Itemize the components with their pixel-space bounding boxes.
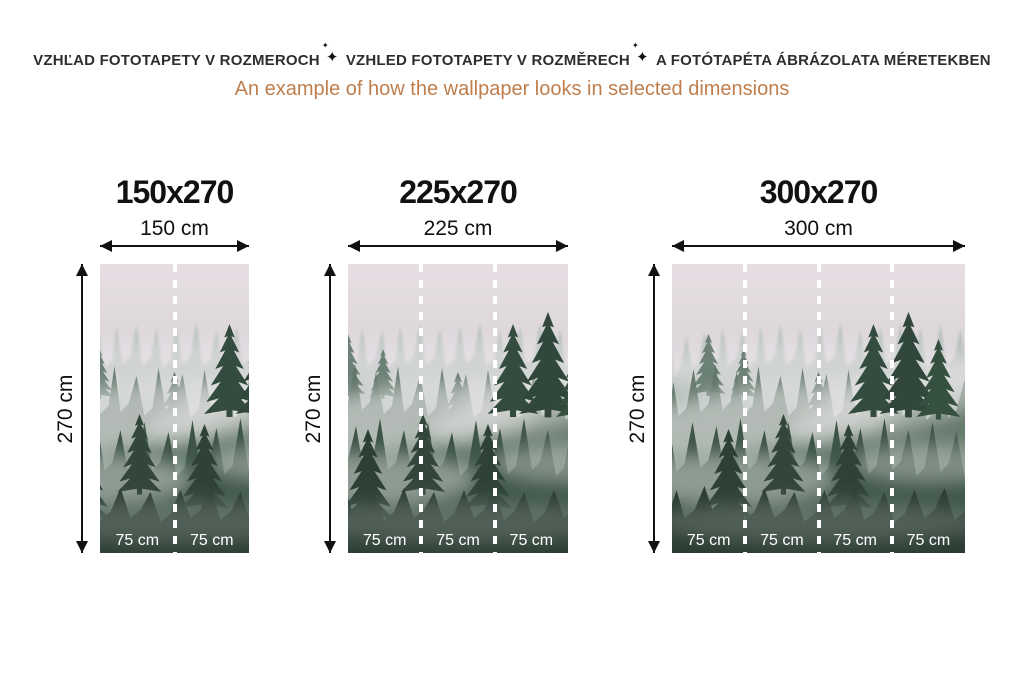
panel-seam-divider: [743, 264, 748, 553]
wallpaper-preview: 75 cm 75 cm 75 cm 75 cm: [672, 264, 965, 553]
size-heading: 150x270: [115, 174, 235, 210]
title-segment-cz: VZHLED FOTOTAPETY V ROZMĚRECH: [345, 52, 630, 69]
panel-seam-divider: [889, 264, 894, 553]
sparkle-icon: ✦ ✦: [631, 41, 649, 66]
segment-width-label: 75 cm: [115, 532, 160, 550]
panel-seam-divider: [419, 264, 424, 553]
panel-seam-divider: [816, 264, 821, 553]
dimension-panel-150x270: 150x270 150 cm 270 cm 75 cm 75 cm: [54, 176, 249, 553]
dimension-panel-225x270: 225x270 225 cm 270 cm 75 cm 75 cm 75 cm: [302, 176, 568, 553]
segment-width-label: 75 cm: [906, 532, 951, 550]
segment-width-label: 75 cm: [686, 532, 731, 550]
width-measure-arrow: [100, 240, 249, 252]
page-subtitle: An example of how the wallpaper looks in…: [234, 78, 790, 100]
width-dimension-label: 225 cm: [423, 217, 493, 240]
title-segment-sk: VZHĽAD FOTOTAPETY V ROZMEROCH: [33, 52, 320, 69]
segment-width-label: 75 cm: [760, 532, 804, 550]
width-dimension-label: 300 cm: [784, 217, 853, 240]
segment-width-label: 75 cm: [362, 532, 407, 550]
width-measure-arrow: [672, 240, 965, 252]
height-measure-arrow: [648, 264, 660, 553]
size-heading: 300x270: [759, 174, 879, 210]
height-measure-arrow: [324, 264, 336, 553]
width-measure-arrow: [348, 240, 568, 252]
foggy-forest-image: [348, 264, 568, 553]
wallpaper-preview: 75 cm 75 cm: [100, 264, 249, 553]
page-title: VZHĽAD FOTOTAPETY V ROZMEROCH ✦ ✦ VZHLED FO…: [0, 41, 1024, 70]
segment-width-label: 75 cm: [833, 532, 877, 550]
segment-width-label: 75 cm: [436, 532, 480, 550]
size-heading: 225x270: [399, 174, 518, 210]
segment-width-label: 75 cm: [189, 532, 234, 550]
dimension-panel-300x270: 300x270 300 cm 270 cm 75 cm 75 cm 75 cm …: [626, 176, 965, 553]
height-dimension-label: 270 cm: [302, 374, 325, 443]
title-segment-hu: A FOTÓTAPÉTA ÁBRÁZOLATA MÉRETEKBEN: [655, 52, 991, 69]
panel-seam-divider: [492, 264, 497, 553]
height-dimension-label: 270 cm: [54, 374, 77, 443]
panel-seam-divider: [172, 264, 177, 553]
height-measure-arrow: [76, 264, 88, 553]
segment-width-label: 75 cm: [509, 532, 554, 550]
width-dimension-label: 150 cm: [140, 217, 209, 240]
wallpaper-preview: 75 cm 75 cm 75 cm: [348, 264, 568, 553]
sparkle-icon: ✦ ✦: [321, 41, 339, 66]
height-dimension-label: 270 cm: [626, 374, 649, 443]
